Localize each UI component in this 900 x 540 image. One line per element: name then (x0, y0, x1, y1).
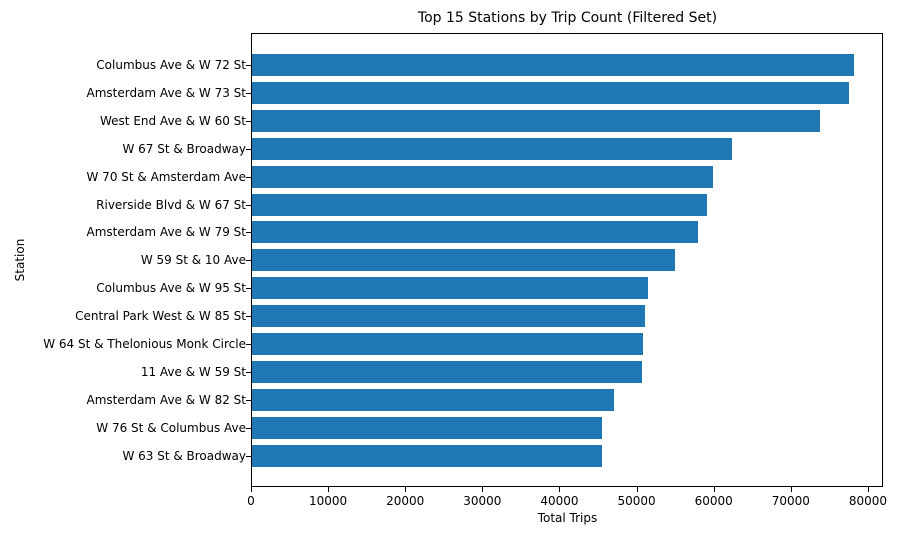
x-tick (637, 487, 638, 492)
plot-area (251, 33, 883, 487)
y-tick-label: W 76 St & Columbus Ave (96, 420, 246, 435)
bar (252, 333, 643, 355)
y-tick-label: Columbus Ave & W 72 St (96, 58, 246, 72)
bar (252, 305, 646, 328)
y-tick (246, 205, 251, 206)
x-tick-label: 70000 (771, 494, 810, 508)
y-tick (246, 400, 251, 401)
bar (252, 165, 714, 188)
x-tick (405, 487, 406, 492)
x-tick-label: 10000 (309, 494, 348, 508)
x-tick-label: 40000 (540, 494, 579, 508)
y-axis-label: Station (13, 238, 27, 282)
y-tick (246, 177, 251, 178)
bar (252, 249, 676, 272)
y-tick-label: W 64 St & Thelonious Monk Circle (43, 337, 246, 351)
y-tick-label: Amsterdam Ave & W 73 St (86, 85, 247, 100)
y-tick-label: W 59 St & 10 Ave (140, 253, 246, 268)
bar (252, 54, 855, 76)
bar (252, 137, 732, 160)
bar (252, 416, 603, 439)
x-tick-label: 0 (247, 494, 255, 508)
y-tick-label: West End Ave & W 60 St (100, 113, 246, 128)
bar (252, 388, 614, 411)
y-tick (246, 93, 251, 94)
bar (252, 360, 643, 383)
x-tick (559, 487, 560, 492)
x-tick (868, 487, 869, 492)
x-tick-label: 30000 (463, 494, 502, 508)
bar (252, 81, 849, 104)
bar (252, 444, 603, 467)
y-tick (246, 121, 251, 122)
y-tick (246, 149, 251, 150)
y-tick (246, 456, 251, 457)
y-tick-label: W 63 St & Broadway (122, 448, 246, 463)
y-tick (246, 288, 251, 289)
x-tick-label: 20000 (386, 494, 425, 508)
x-tick-label: 60000 (694, 494, 733, 508)
x-axis-label: Total Trips (537, 511, 598, 525)
bar (252, 109, 821, 132)
x-tick-label: 80000 (848, 494, 888, 508)
y-tick (246, 316, 251, 317)
y-tick (246, 260, 251, 261)
y-tick (246, 344, 251, 345)
x-tick (328, 487, 329, 492)
bar (252, 193, 707, 216)
x-tick (714, 487, 715, 492)
y-tick (246, 372, 251, 373)
y-tick-label: 11 Ave & W 59 St (140, 364, 246, 379)
y-tick (246, 428, 251, 429)
x-tick (251, 487, 252, 492)
y-tick-label: Amsterdam Ave & W 82 St (86, 392, 247, 407)
bar (252, 221, 698, 244)
y-tick-label: Columbus Ave & W 95 St (96, 281, 246, 296)
y-tick-label: W 70 St & Amsterdam Ave (86, 169, 247, 184)
x-tick (791, 487, 792, 492)
x-tick (482, 487, 483, 492)
y-tick-label: Central Park West & W 85 St (75, 309, 246, 324)
y-tick (246, 232, 251, 233)
x-tick-label: 50000 (617, 494, 656, 508)
bar (252, 277, 649, 300)
y-tick-label: W 67 St & Broadway (122, 141, 246, 156)
y-tick-label: Riverside Blvd & W 67 St (96, 197, 246, 212)
chart-title: Top 15 Stations by Trip Count (Filtered … (417, 10, 718, 26)
y-tick (246, 65, 251, 66)
y-tick-label: Amsterdam Ave & W 79 St (86, 225, 247, 240)
